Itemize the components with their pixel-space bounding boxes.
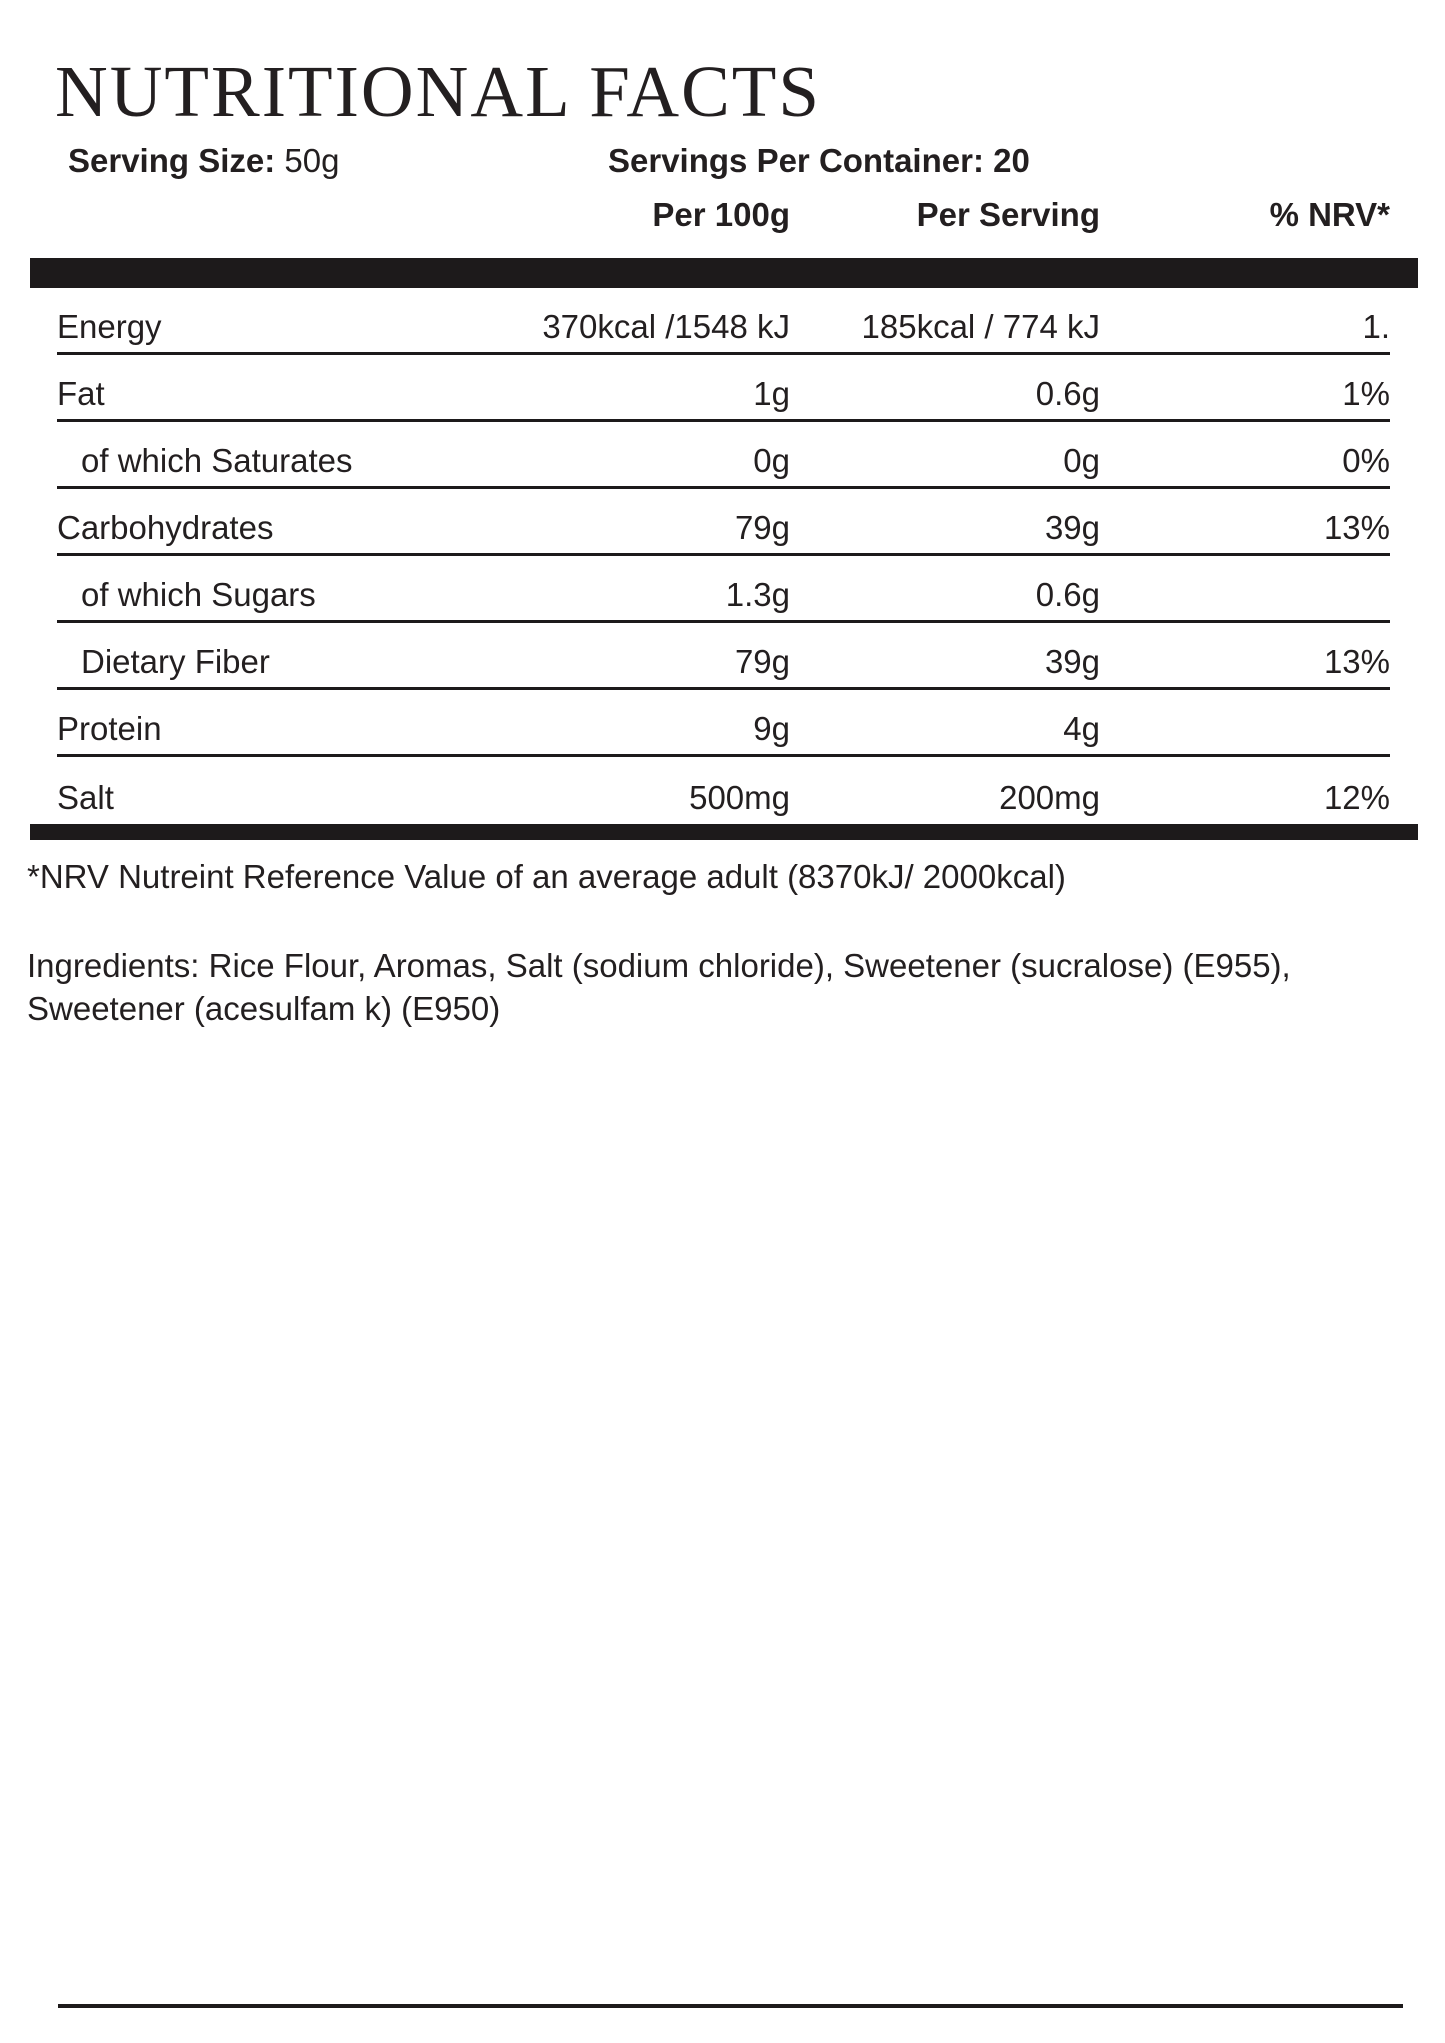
- per-100g-value: 79g: [734, 643, 790, 680]
- per-100g-value: 0g: [753, 442, 790, 479]
- nutrition-table: Energy 370kcal /1548 kJ 185kcal / 774 kJ 1.…: [57, 288, 1390, 824]
- nutrient-name: of which Sugars: [81, 576, 316, 613]
- nutrient-name: Protein: [57, 710, 162, 747]
- per-100g-value: 370kcal /1548 kJ: [542, 308, 790, 345]
- table-row: Carbohydrates 79g 39g 13%: [57, 489, 1390, 556]
- column-header-per-serving: Per Serving: [916, 196, 1100, 233]
- serving-size: Serving Size: 50g: [68, 142, 339, 180]
- divider-bar-top: [30, 258, 1418, 288]
- bottom-rule: [58, 2004, 1403, 2008]
- table-row: Salt 500mg 200mg 12%: [57, 757, 1390, 824]
- per-serving-value: 0g: [1063, 442, 1100, 479]
- servings-per-container-label: Servings Per Container:: [608, 142, 984, 179]
- per-serving-value: 39g: [1044, 509, 1100, 546]
- per-serving-value: 4g: [1063, 710, 1100, 747]
- servings-per-container-value: 20: [993, 142, 1030, 179]
- nrv-value: 1.: [1362, 308, 1390, 345]
- table-row: of which Saturates 0g 0g 0%: [57, 422, 1390, 489]
- column-header-per-100g: Per 100g: [652, 196, 790, 233]
- per-serving-value: 39g: [1044, 643, 1100, 680]
- table-row: of which Sugars 1.3g 0.6g: [57, 556, 1390, 623]
- per-100g-value: 79g: [734, 509, 790, 546]
- nutrient-name: Energy: [57, 308, 162, 345]
- nrv-value: 12%: [1323, 778, 1390, 816]
- table-row: Dietary Fiber 79g 39g 13%: [57, 623, 1390, 690]
- per-100g-value: 1.3g: [725, 576, 790, 613]
- nrv-value: 0%: [1342, 442, 1390, 479]
- nutrient-name: Dietary Fiber: [81, 643, 270, 680]
- per-serving-value: 200mg: [999, 778, 1100, 816]
- nrv-value: 13%: [1323, 509, 1390, 546]
- nrv-value: 13%: [1323, 643, 1390, 680]
- table-row: Energy 370kcal /1548 kJ 185kcal / 774 kJ 1.: [57, 288, 1390, 355]
- servings-per-container: Servings Per Container: 20: [608, 142, 1030, 180]
- serving-size-value: 50g: [284, 142, 340, 179]
- table-row: Fat 1g 0.6g 1%: [57, 355, 1390, 422]
- column-header-nrv: % NRV*: [1269, 196, 1390, 233]
- nutrient-name: Carbohydrates: [57, 509, 274, 546]
- per-serving-value: 0.6g: [1035, 375, 1100, 412]
- serving-size-label: Serving Size:: [68, 142, 276, 179]
- per-100g-value: 1g: [753, 375, 790, 412]
- nrv-footnote: *NRV Nutreint Reference Value of an aver…: [27, 858, 1066, 895]
- nutrient-name: Salt: [57, 778, 114, 816]
- per-serving-value: 0.6g: [1035, 576, 1100, 613]
- per-serving-value: 185kcal / 774 kJ: [861, 308, 1100, 345]
- nutrient-name: Fat: [57, 375, 105, 412]
- ingredients-text: Ingredients: Rice Flour, Aromas, Salt (s…: [27, 947, 1291, 1027]
- page-title: NUTRITIONAL FACTS: [55, 51, 821, 132]
- divider-bar-bottom: [30, 824, 1418, 840]
- table-row: Protein 9g 4g: [57, 690, 1390, 757]
- per-100g-value: 9g: [753, 710, 790, 747]
- nrv-value: 1%: [1342, 375, 1390, 412]
- per-100g-value: 500mg: [689, 778, 790, 816]
- nutrient-name: of which Saturates: [81, 442, 353, 479]
